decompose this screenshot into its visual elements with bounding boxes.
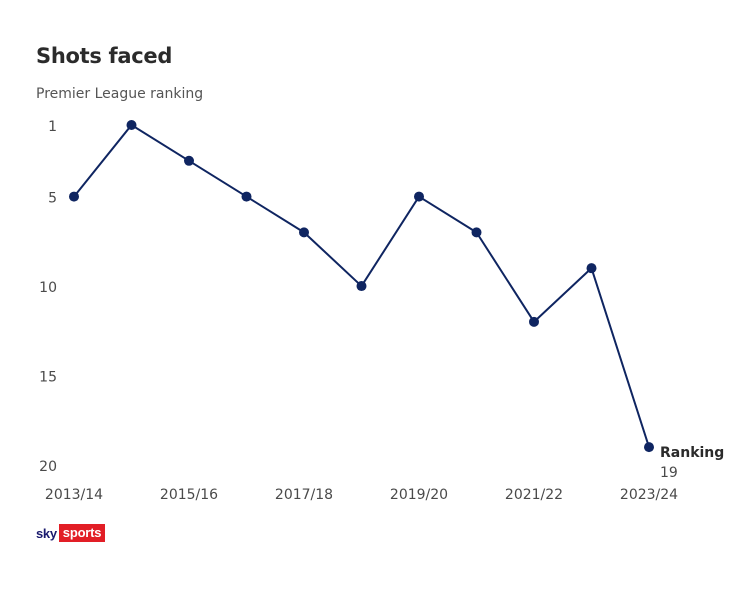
annotation-value: 19 bbox=[660, 465, 678, 481]
y-tick-label: 5 bbox=[48, 191, 57, 207]
data-point bbox=[299, 227, 309, 238]
data-point bbox=[529, 316, 539, 327]
x-tick-label: 2015/16 bbox=[160, 487, 218, 503]
x-tick-label: 2013/14 bbox=[45, 487, 103, 503]
data-point bbox=[471, 227, 482, 238]
x-axis: 2013/14 2015/16 2017/18 2019/20 2021/22 2023/… bbox=[45, 487, 678, 503]
data-point bbox=[184, 155, 194, 166]
logo-sports-text: sports bbox=[58, 524, 106, 542]
data-point bbox=[586, 263, 597, 274]
x-tick-label: 2021/22 bbox=[505, 487, 563, 503]
x-tick-label: 2023/24 bbox=[620, 487, 678, 503]
y-tick-label: 10 bbox=[39, 280, 57, 296]
x-tick-label: 2019/20 bbox=[390, 487, 448, 503]
y-tick-label: 1 bbox=[48, 119, 57, 135]
data-point bbox=[644, 442, 654, 453]
logo-sky-text: sky bbox=[36, 525, 57, 541]
y-tick-label: 20 bbox=[39, 459, 57, 475]
data-point bbox=[69, 191, 79, 202]
data-point bbox=[414, 191, 424, 202]
x-tick-label: 2017/18 bbox=[275, 487, 333, 503]
chart-title: Shots faced bbox=[36, 44, 173, 68]
sky-sports-logo: sky sports bbox=[36, 524, 106, 542]
series-group bbox=[69, 120, 654, 453]
chart-subtitle: Premier League ranking bbox=[36, 86, 204, 102]
y-tick-label: 15 bbox=[39, 370, 57, 386]
data-point bbox=[356, 281, 367, 292]
annotation-label: Ranking bbox=[660, 445, 724, 461]
data-point bbox=[126, 120, 137, 130]
annotation-group: Ranking 19 bbox=[660, 445, 724, 481]
data-point bbox=[241, 191, 252, 202]
